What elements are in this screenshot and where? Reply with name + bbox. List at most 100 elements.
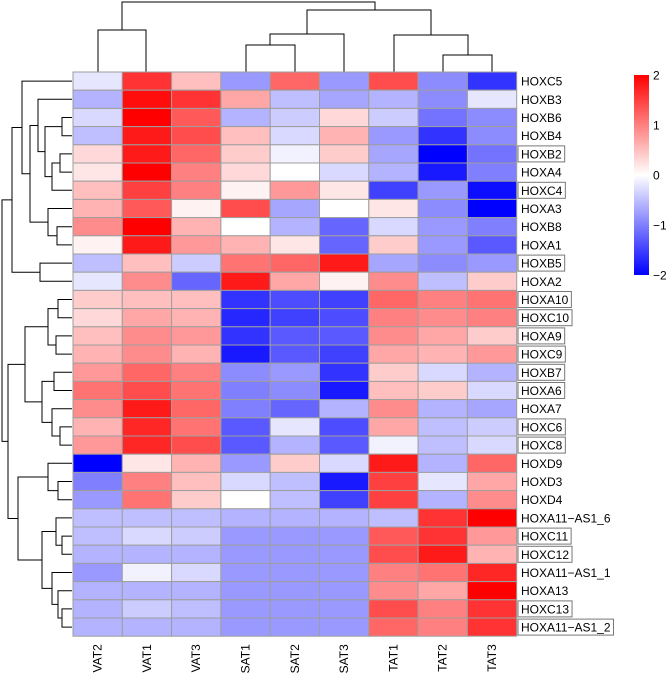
heatmap-cell [417,508,468,528]
heatmap-cell [121,399,173,419]
heatmap-cell [417,471,468,492]
heatmap-cell [319,89,370,109]
column-label: TAT3 [485,644,499,672]
row-label: HOXC9 [521,348,563,362]
row-label-box [517,291,572,308]
heatmap-cell [269,562,321,583]
heatmap-cell [368,399,419,419]
heatmap-cell [121,362,173,382]
heatmap-cell [417,490,468,510]
heatmap-cell [319,399,370,419]
heatmap-cell [171,253,222,273]
heatmap-cell [220,107,271,128]
heatmap-cell [417,89,468,109]
row-label: HOXC5 [521,75,563,89]
heatmap-cell [319,162,370,182]
heatmap-cell [368,581,419,601]
heatmap-cell [220,326,271,346]
heatmap-cell [368,89,419,109]
column-label: VAT1 [140,644,154,673]
heatmap-cell [171,599,222,619]
heatmap-cell [319,253,370,273]
heatmap-cell [417,126,468,146]
heatmap-cell [72,599,123,619]
heatmap-cell [368,599,419,619]
heatmap-cell [121,162,173,182]
row-label: HOXB8 [521,220,562,234]
heatmap-cell [72,89,123,109]
column-label: SAT3 [337,644,351,673]
heatmap-cell [220,235,271,255]
heatmap-cell [220,617,271,637]
row-label: HOXC4 [521,184,563,198]
heatmap-cell [466,235,518,255]
heatmap-cell [319,380,370,401]
heatmap-cell [417,435,468,455]
heatmap-cell [417,71,468,91]
column-dendrogram [97,1,493,72]
heatmap-cell [220,198,271,219]
row-label-box [517,600,573,618]
heatmap-cell [269,180,321,200]
heatmap-cell [368,453,419,473]
heatmap-cell [220,362,271,382]
heatmap-cell [72,198,123,219]
heatmap-cell [171,562,222,583]
heatmap-cell [121,453,173,473]
heatmap-cell [121,344,173,364]
heatmap-cell [121,417,173,437]
heatmap-cell [121,599,173,619]
heatmap-cell [319,435,370,455]
heatmap-cell [269,289,321,310]
heatmap-cell [220,308,271,328]
heatmap-cell [319,581,370,601]
row-label: HOXA3 [521,202,562,216]
heatmap-cell [171,617,222,637]
column-label: SAT1 [239,644,253,673]
heatmap-cell [466,617,518,637]
heatmap-cell [368,508,419,528]
heatmap-cell [269,544,321,564]
heatmap-cell [368,217,419,237]
heatmap-cell [466,581,518,601]
heatmap-cell [72,435,123,455]
heatmap-cell [121,581,173,601]
heatmap-cell [466,71,518,91]
row-label: HOXD4 [521,493,563,507]
heatmap-cell [220,217,271,237]
legend-tick-label: −1 [653,219,666,233]
heatmap-cell [121,380,173,401]
heatmap-cell [417,144,468,164]
heatmap-cell [319,562,370,583]
heatmap-cell [171,362,222,382]
heatmap-cell [121,107,173,128]
row-label: HOXA1 [521,238,562,252]
heatmap-cell [72,180,123,200]
heatmap-cell [72,380,123,401]
heatmap-cell [319,126,370,146]
heatmap-cell [269,435,321,455]
heatmap-cell [171,417,222,437]
heatmap-cell [220,490,271,510]
heatmap-cell [466,344,518,364]
heatmap-cell [171,198,222,219]
heatmap-cell [171,435,222,455]
row-label-box [517,363,566,381]
heatmap-cell [269,380,321,401]
column-labels: VAT2 VAT1 VAT3 SAT1 SAT2 SAT3 TAT1 TAT2 TAT3 [91,644,499,673]
heatmap-cell [269,508,321,528]
heatmap-cell [368,544,419,564]
heatmap-cell [269,599,321,619]
heatmap-cell [319,289,370,310]
heatmap-cell [121,89,173,109]
heatmap-cell [269,362,321,382]
heatmap-cell [466,126,518,146]
heatmap-cell [269,308,321,328]
heatmap-cell [72,253,123,273]
row-label: HOXB6 [521,111,562,125]
heatmap-cell [72,126,123,146]
row-label-box [517,145,566,163]
heatmap-cell [319,617,370,637]
heatmap-cell [72,289,123,310]
heatmap-cell [72,417,123,437]
